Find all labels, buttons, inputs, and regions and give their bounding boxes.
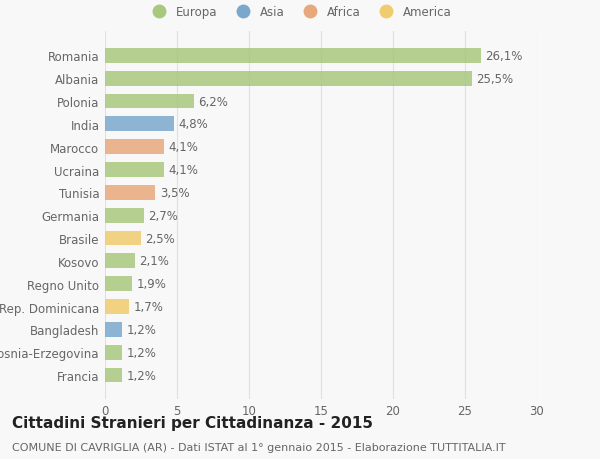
Bar [105, 140, 164, 155]
Text: 2,7%: 2,7% [148, 209, 178, 222]
Legend: Europa, Asia, Africa, America: Europa, Asia, Africa, America [142, 1, 457, 24]
Bar [105, 185, 155, 200]
Bar [105, 299, 130, 314]
Text: COMUNE DI CAVRIGLIA (AR) - Dati ISTAT al 1° gennaio 2015 - Elaborazione TUTTITAL: COMUNE DI CAVRIGLIA (AR) - Dati ISTAT al… [12, 442, 506, 452]
Bar [105, 254, 135, 269]
Bar [105, 345, 122, 360]
Bar [105, 49, 481, 64]
Text: 4,8%: 4,8% [178, 118, 208, 131]
Text: 6,2%: 6,2% [199, 95, 229, 108]
Text: 1,2%: 1,2% [127, 346, 157, 359]
Text: Cittadini Stranieri per Cittadinanza - 2015: Cittadini Stranieri per Cittadinanza - 2… [12, 415, 373, 431]
Text: 1,9%: 1,9% [137, 278, 167, 291]
Bar [105, 277, 133, 291]
Bar [105, 117, 174, 132]
Bar [105, 322, 122, 337]
Text: 25,5%: 25,5% [476, 73, 514, 85]
Text: 1,7%: 1,7% [134, 300, 164, 313]
Bar [105, 208, 144, 223]
Text: 4,1%: 4,1% [169, 164, 198, 177]
Text: 3,5%: 3,5% [160, 186, 190, 199]
Text: 2,1%: 2,1% [140, 255, 169, 268]
Text: 2,5%: 2,5% [145, 232, 175, 245]
Text: 26,1%: 26,1% [485, 50, 523, 63]
Bar [105, 368, 122, 383]
Text: 1,2%: 1,2% [127, 323, 157, 336]
Bar [105, 72, 472, 86]
Bar [105, 231, 141, 246]
Bar [105, 95, 194, 109]
Text: 4,1%: 4,1% [169, 141, 198, 154]
Bar [105, 163, 164, 178]
Text: 1,2%: 1,2% [127, 369, 157, 382]
